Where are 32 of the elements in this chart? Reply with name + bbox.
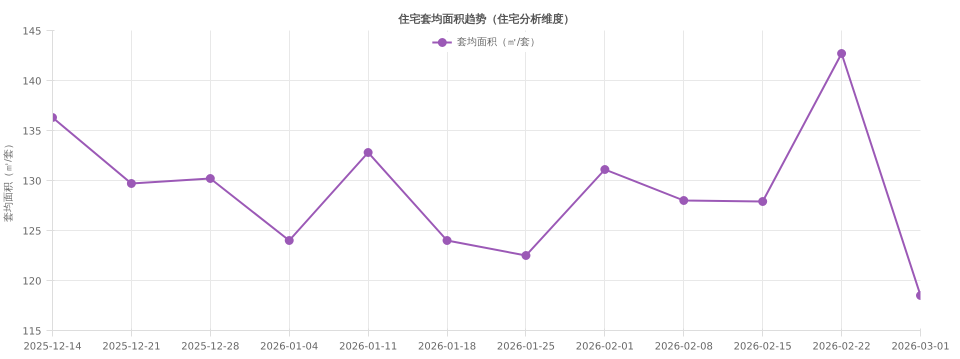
point bbox=[758, 197, 768, 206]
y-tick-label: 135 bbox=[22, 126, 42, 138]
x-tick-label: 2026-01-18 bbox=[418, 342, 476, 352]
legend-label: 套均面积（㎡/套） bbox=[456, 36, 540, 49]
x-tick-label: 2026-01-25 bbox=[496, 342, 556, 352]
point bbox=[364, 148, 373, 157]
x-tick-label: 2026-02-15 bbox=[734, 342, 792, 352]
y-tick-label: 140 bbox=[22, 76, 42, 88]
x-tick-label: 2026-01-11 bbox=[339, 342, 398, 352]
y-axis-title: 套均面积（㎡/套） bbox=[2, 139, 14, 222]
x-tick-label: 2026-01-04 bbox=[260, 342, 318, 352]
point bbox=[521, 251, 530, 260]
x-tick-label: 2025-12-14 bbox=[23, 342, 82, 352]
y-tick-label: 130 bbox=[22, 176, 42, 188]
point bbox=[126, 179, 136, 188]
chart-title: 住宅套均面积趋势（住宅分析维度） bbox=[398, 12, 574, 26]
y-tick-label: 115 bbox=[22, 326, 42, 338]
x-tick-label: 2026-03-01 bbox=[891, 342, 950, 352]
point bbox=[206, 174, 215, 183]
x-tick-label: 2025-12-28 bbox=[181, 342, 240, 352]
point bbox=[837, 49, 846, 58]
point bbox=[600, 165, 610, 174]
point bbox=[442, 236, 452, 245]
y-tick-label: 145 bbox=[22, 26, 42, 38]
x-tick-label: 2026-02-01 bbox=[576, 342, 634, 352]
y-tick-label: 125 bbox=[22, 226, 42, 238]
point bbox=[284, 236, 294, 245]
y-tick-label: 120 bbox=[22, 276, 42, 288]
point bbox=[679, 196, 688, 205]
x-tick-label: 2025-12-21 bbox=[102, 342, 160, 352]
x-tick-label: 2026-02-22 bbox=[812, 342, 871, 352]
x-tick-label: 2026-02-08 bbox=[654, 342, 713, 352]
